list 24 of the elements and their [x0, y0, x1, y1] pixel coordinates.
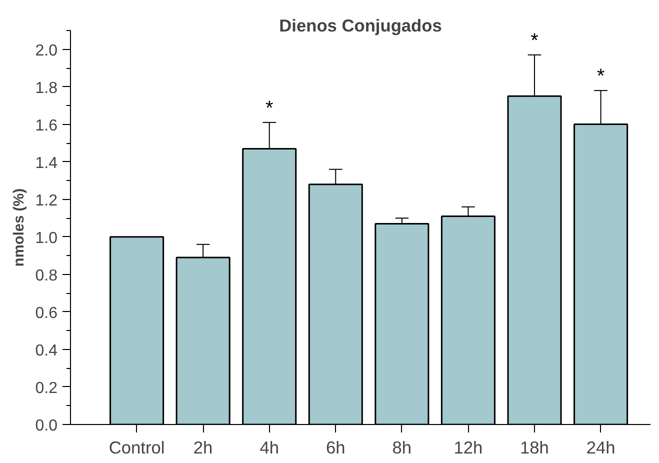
annotation: * — [596, 66, 605, 88]
x-tick-label: 8h — [392, 438, 412, 458]
annotation: * — [265, 97, 274, 120]
y-tick-label: 0.6 — [35, 304, 58, 322]
y-tick-label: 1.8 — [35, 80, 58, 97]
y-tick-label: 0.8 — [35, 267, 58, 284]
y-tick-label: 1.4 — [35, 154, 58, 172]
x-tick-label: 24h — [586, 438, 616, 458]
y-tick-label: 1.0 — [35, 230, 58, 247]
x-tick-label: 18h — [520, 438, 549, 458]
y-axis-title: nmoles (%) — [11, 188, 28, 267]
y-tick-label: 1.6 — [35, 117, 58, 134]
chart-title: Dienos Conjugados — [279, 16, 442, 36]
x-tick-label: 12h — [454, 438, 483, 458]
y-tick-label: 2.0 — [35, 42, 58, 60]
annotation: * — [530, 30, 539, 52]
x-tick-label: Control — [108, 438, 165, 458]
x-tick-label: 6h — [326, 438, 346, 458]
x-tick-label: 4h — [260, 438, 279, 458]
y-tick-label: 0.4 — [35, 342, 58, 360]
y-tick-label: 0.0 — [35, 418, 58, 434]
y-tick-label: 1.2 — [35, 192, 58, 210]
x-tick-label: 2h — [193, 438, 213, 458]
y-tick-label: 0.2 — [35, 380, 58, 397]
